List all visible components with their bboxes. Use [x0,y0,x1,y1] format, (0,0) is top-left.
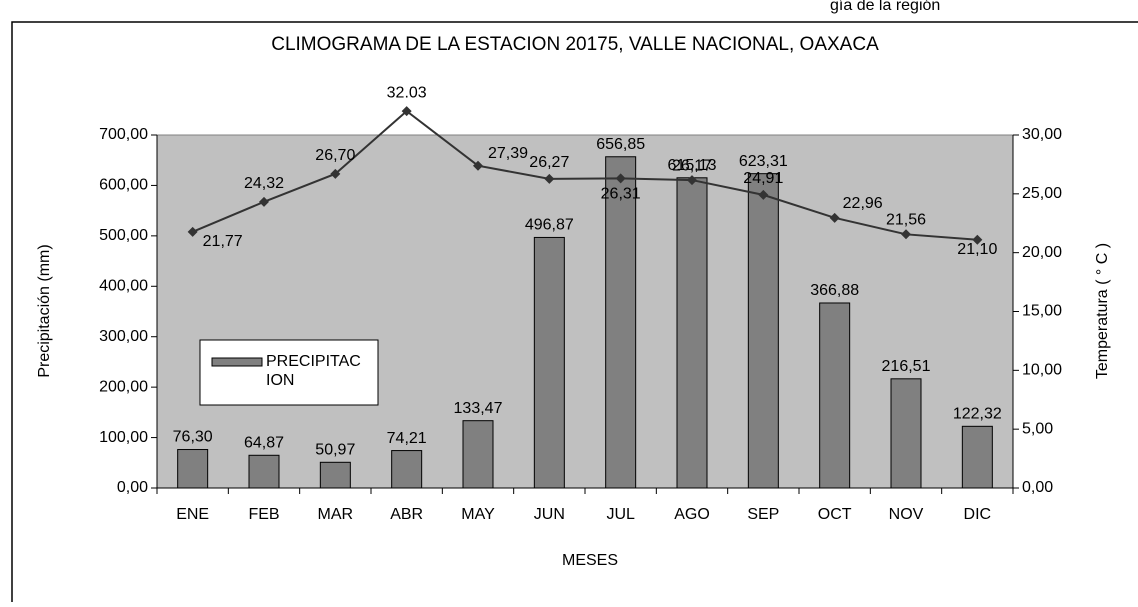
y2-tick-label: 25,00 [1022,185,1062,202]
y-tick-label: 600,00 [99,177,148,194]
frame [11,21,1138,602]
temperature-marker [972,234,983,245]
x-tick-label: JUN [534,506,565,523]
bar-value-label: 74,21 [387,430,427,447]
temperature-marker [401,106,412,117]
bar-value-label: 496,87 [525,217,574,234]
temperature-marker [758,189,769,200]
bar-value-label: 216,51 [882,358,931,375]
temperature-marker [330,168,341,179]
line-value-label: 21,77 [203,233,243,250]
bar [248,454,280,489]
line-value-label: 26,17 [672,157,712,174]
y2-tick-label: 30,00 [1022,126,1062,143]
x-tick-label: NOV [889,506,924,523]
line-value-label: 21,56 [886,212,926,229]
y-tick-label: 500,00 [99,227,148,244]
line-value-label: 32.03 [387,84,427,101]
bar [177,449,209,489]
x-tick-label: MAY [461,506,495,523]
y-axis-title: Precipitación (mm) [36,244,53,377]
x-tick-label: SEP [747,506,779,523]
legend-label-box: PRECIPITACION [266,353,361,389]
bar-value-label: 50,97 [315,442,355,459]
y-tick-label: 300,00 [99,328,148,345]
y-tick-label: 200,00 [99,378,148,395]
line-value-label: 26,70 [315,147,355,164]
temperature-marker [687,175,697,186]
y-tick-label: 100,00 [99,429,148,446]
bar [819,302,851,489]
bar [391,450,423,489]
bar [747,173,779,489]
bar [961,425,993,489]
y2-axis-title: Temperatura ( ° C ) [1094,243,1111,379]
bar-value-label: 615,13 [668,157,717,174]
temperature-marker [829,212,840,223]
x-tick-label: OCT [818,506,852,523]
y2-tick-label: 15,00 [1022,303,1062,320]
bar-value-label: 122,32 [953,406,1002,423]
bar [319,461,351,489]
temperature-marker [901,229,911,240]
y2-tick-label: 0,00 [1022,479,1053,496]
bar [676,177,708,489]
x-tick-label: FEB [248,506,279,523]
bar-value-label: 623,31 [739,153,788,170]
temperature-marker [473,160,483,171]
y2-tick-label: 10,00 [1022,362,1062,379]
y-tick-label: 0,00 [117,479,148,496]
line-value-label: 24,32 [244,175,284,192]
line-value-label: 26,31 [601,186,641,203]
caption: gía de la región [830,0,940,14]
legend-label: PRECIPITACION [266,353,361,389]
x-axis-title: MESES [562,552,618,569]
line-value-label: 22,96 [843,195,883,212]
plot-area [156,134,1014,489]
y-tick-label: 700,00 [99,126,148,143]
x-tick-label: ENE [176,506,209,523]
x-tick-label: AGO [674,506,710,523]
line-value-label: 26,27 [529,154,569,171]
bar [605,156,637,489]
line-value-label: 27,39 [488,145,528,162]
y2-tick-label: 20,00 [1022,244,1062,261]
bar [462,420,494,489]
chart-title: CLIMOGRAMA DE LA ESTACION 20175, VALLE N… [271,34,879,55]
line-value-label: 21,10 [957,241,997,258]
bar [533,236,565,489]
y2-tick-label: 5,00 [1022,420,1053,437]
x-tick-label: DIC [964,506,992,523]
bar-value-label: 366,88 [810,282,859,299]
line-value-label: 24,91 [743,170,783,187]
bar-value-label: 76,30 [173,429,213,446]
bar [890,378,922,489]
bar-value-label: 656,85 [596,136,645,153]
temperature-line [192,109,978,241]
y-tick-label: 400,00 [99,278,148,295]
temperature-marker [187,226,198,237]
bar-value-label: 64,87 [244,435,284,452]
x-tick-label: JUL [606,506,635,523]
bar-value-label: 133,47 [454,400,503,417]
temperature-marker [615,173,626,184]
x-tick-label: ABR [390,506,423,523]
x-tick-label: MAR [318,506,354,523]
legend-swatch [211,357,263,367]
legend-box [199,339,379,406]
temperature-marker [544,173,555,184]
temperature-marker [259,196,269,207]
